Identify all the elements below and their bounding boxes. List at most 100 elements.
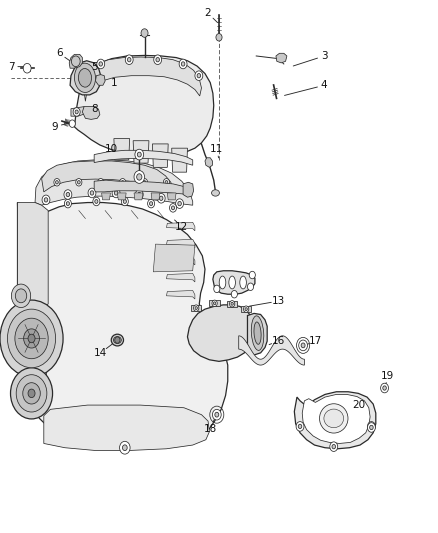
Circle shape (7, 309, 56, 368)
Polygon shape (191, 305, 201, 311)
Circle shape (212, 409, 221, 420)
Circle shape (370, 424, 373, 429)
Circle shape (123, 445, 127, 450)
Circle shape (195, 71, 203, 80)
Polygon shape (102, 193, 110, 200)
Circle shape (125, 55, 133, 64)
Polygon shape (44, 405, 209, 450)
Text: 11: 11 (210, 144, 223, 154)
Polygon shape (167, 193, 176, 200)
Polygon shape (205, 158, 212, 167)
Polygon shape (18, 203, 228, 448)
Circle shape (64, 190, 72, 199)
Text: 19: 19 (381, 371, 394, 381)
Circle shape (176, 199, 184, 208)
Polygon shape (74, 55, 214, 156)
Polygon shape (183, 182, 194, 197)
Ellipse shape (78, 69, 92, 87)
Circle shape (90, 191, 94, 195)
Polygon shape (166, 256, 195, 265)
Polygon shape (294, 392, 376, 449)
Polygon shape (166, 290, 195, 299)
Polygon shape (71, 107, 84, 116)
Circle shape (135, 149, 144, 160)
Circle shape (28, 334, 35, 343)
Polygon shape (247, 313, 267, 355)
Ellipse shape (254, 322, 261, 344)
Circle shape (88, 188, 96, 198)
Text: 6: 6 (56, 49, 63, 58)
Circle shape (370, 425, 373, 430)
Circle shape (11, 284, 31, 308)
Circle shape (171, 206, 175, 210)
Circle shape (143, 181, 146, 184)
Polygon shape (213, 271, 255, 294)
Text: 9: 9 (51, 122, 58, 132)
Text: 2: 2 (205, 9, 212, 18)
Polygon shape (42, 161, 173, 192)
Polygon shape (70, 61, 101, 95)
Circle shape (230, 301, 235, 307)
Ellipse shape (229, 276, 236, 289)
Circle shape (28, 389, 35, 398)
Circle shape (66, 192, 70, 197)
Text: 14: 14 (94, 348, 107, 358)
Circle shape (42, 195, 50, 205)
Polygon shape (172, 148, 187, 172)
Circle shape (138, 192, 141, 197)
Text: 17: 17 (309, 336, 322, 346)
Polygon shape (166, 273, 195, 282)
Polygon shape (241, 306, 251, 312)
Circle shape (383, 386, 386, 390)
Text: 5: 5 (91, 62, 98, 71)
Ellipse shape (324, 409, 344, 427)
Circle shape (141, 179, 148, 186)
Text: 18: 18 (204, 424, 217, 433)
Ellipse shape (251, 316, 264, 350)
Polygon shape (114, 139, 130, 160)
Ellipse shape (212, 190, 219, 196)
Circle shape (298, 424, 302, 429)
Circle shape (159, 196, 163, 200)
Circle shape (15, 318, 48, 359)
Circle shape (216, 34, 222, 41)
Ellipse shape (111, 334, 124, 346)
Circle shape (163, 179, 170, 186)
Circle shape (75, 110, 78, 114)
Polygon shape (153, 244, 195, 272)
Circle shape (11, 368, 53, 419)
Circle shape (195, 306, 198, 310)
Circle shape (114, 191, 118, 195)
Circle shape (332, 445, 336, 449)
Circle shape (367, 423, 375, 432)
Polygon shape (82, 107, 100, 119)
Polygon shape (166, 239, 195, 248)
Ellipse shape (74, 63, 95, 92)
Polygon shape (239, 336, 304, 365)
Circle shape (115, 337, 120, 343)
Circle shape (149, 201, 153, 206)
Polygon shape (84, 57, 201, 101)
Circle shape (78, 181, 80, 184)
Circle shape (381, 383, 389, 393)
Circle shape (231, 290, 237, 298)
Ellipse shape (113, 337, 121, 343)
Circle shape (121, 181, 124, 184)
Text: 4: 4 (321, 80, 328, 90)
Circle shape (181, 62, 185, 66)
Text: 10: 10 (105, 144, 118, 154)
Circle shape (123, 199, 127, 204)
Polygon shape (134, 193, 143, 200)
Circle shape (0, 300, 63, 377)
Circle shape (137, 152, 141, 157)
Circle shape (99, 62, 102, 66)
Text: 20: 20 (353, 400, 366, 410)
Polygon shape (35, 160, 193, 205)
Circle shape (98, 179, 104, 186)
Text: 1: 1 (110, 78, 117, 87)
Circle shape (134, 171, 145, 183)
Circle shape (156, 58, 159, 62)
Circle shape (44, 198, 48, 202)
Circle shape (296, 422, 304, 431)
Circle shape (120, 179, 126, 186)
